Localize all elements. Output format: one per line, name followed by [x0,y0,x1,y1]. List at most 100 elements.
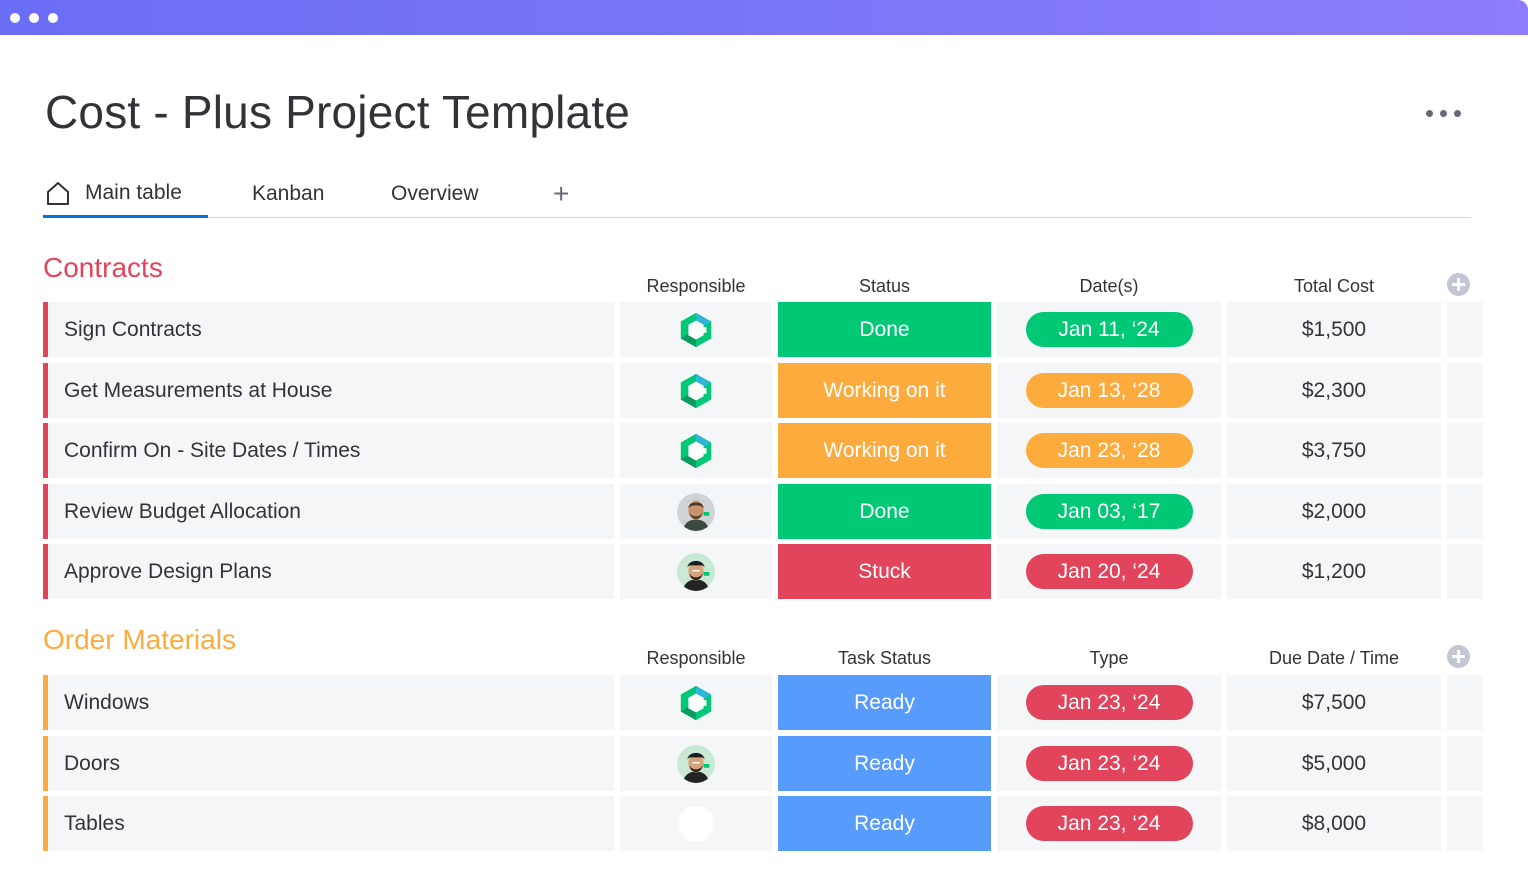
avatar [677,492,715,531]
item-name-cell[interactable]: Get Measurements at House [43,363,614,418]
column-header-type[interactable]: Type [1089,648,1129,668]
empty-avatar-icon [677,805,715,843]
person-cell[interactable] [620,796,772,851]
date-pill[interactable]: Jan 23, ‘24 [1025,806,1193,841]
date-pill[interactable]: Jan 23, ‘24 [1025,685,1193,720]
status-cell[interactable]: Done [778,484,991,539]
tab-kanban[interactable]: Kanban [252,170,324,217]
group-title-contracts[interactable]: Contracts [43,252,163,283]
cost-cell[interactable]: $3,750 [1227,423,1441,478]
status-cell[interactable]: Ready [778,675,991,730]
cost-cell[interactable]: $2,000 [1227,484,1441,539]
date-pill[interactable]: Jan 11, ‘24 [1025,312,1193,347]
status-cell[interactable]: Ready [778,736,991,791]
cost-cell[interactable]: $1,200 [1227,544,1441,599]
tab-label: Overview [391,181,479,205]
date-cell: Jan 23, ‘24 [997,675,1221,730]
status-cell[interactable]: Working on it [778,363,991,418]
group-color-bar [43,484,48,539]
person-cell[interactable] [620,363,772,418]
group-color-bar [43,423,48,478]
item-name: Doors [64,751,121,775]
group-title-order-materials[interactable]: Order Materials [43,624,236,655]
window-dot-icon [48,13,58,23]
column-header-total-cost[interactable]: Total Cost [1293,276,1375,296]
group-color-bar [43,363,48,418]
date-cell: Jan 20, ‘24 [997,544,1221,599]
home-icon [47,181,69,205]
cost-cell[interactable]: $2,300 [1227,363,1441,418]
add-view-button[interactable]: + [553,178,570,209]
column-header-dates[interactable]: Date(s) [1079,276,1139,296]
item-name: Approve Design Plans [64,559,272,583]
person-cell[interactable] [620,423,772,478]
item-name: Sign Contracts [64,317,202,341]
group-color-bar [43,675,48,730]
cost-cell[interactable]: $7,500 [1227,675,1441,730]
group-color-bar [43,796,48,851]
empty-cell [1447,302,1483,357]
item-name-cell[interactable]: Doors [43,736,614,791]
column-header-due-date-time[interactable]: Due Date / Time [1268,648,1400,668]
window-dot-icon [10,13,20,23]
column-header-task-status[interactable]: Task Status [837,648,932,668]
more-dot-icon [1453,109,1461,117]
avatar [677,372,715,410]
cost-cell[interactable]: $8,000 [1227,796,1441,851]
empty-cell [1447,796,1483,851]
date-pill[interactable]: Jan 13, ‘28 [1025,373,1193,408]
item-name: Confirm On - Site Dates / Times [64,438,361,462]
more-dot-icon [1439,109,1447,117]
table-row[interactable]: Get Measurements at House Working on it Ja… [43,363,1483,418]
table-row[interactable]: Sign Contracts Done Jan 11, ‘24 $1,500 [43,302,1483,357]
status-cell[interactable]: Done [778,302,991,357]
window-title-bar [0,0,1528,35]
item-name-cell[interactable]: Tables [43,796,614,851]
table-row[interactable]: Review Budget Allocation Done Jan 03, ‘17 $… [43,484,1483,539]
add-column-icon[interactable] [1447,273,1470,296]
column-header-status[interactable]: Status [858,276,911,296]
tab-overview[interactable]: Overview [391,170,479,217]
view-tabs: Main table Kanban Overview + [43,170,1471,218]
add-column-icon[interactable] [1447,645,1470,668]
date-cell: Jan 23, ‘24 [997,736,1221,791]
avatar [677,552,715,591]
group-color-bar [43,544,48,599]
person-cell[interactable] [620,484,772,539]
date-pill[interactable]: Jan 23, ‘28 [1025,433,1193,468]
empty-cell [1447,484,1483,539]
item-name-cell[interactable]: Sign Contracts [43,302,614,357]
status-cell[interactable]: Stuck [778,544,991,599]
item-name-cell[interactable]: Approve Design Plans [43,544,614,599]
table-row[interactable]: Tables Ready Jan 23, ‘24 $8,000 [43,796,1483,851]
column-header-responsible[interactable]: Responsible [646,276,746,296]
item-name-cell[interactable]: Windows [43,675,614,730]
table-row[interactable]: Approve Design Plans Stuck Jan 20, ‘24 $1,2… [43,544,1483,599]
table-row[interactable]: Confirm On - Site Dates / Times Working o… [43,423,1483,478]
item-name: Windows [64,690,150,714]
tab-main-table[interactable]: Main table [43,170,208,218]
status-cell[interactable]: Working on it [778,423,991,478]
person-cell[interactable] [620,736,772,791]
more-dot-icon [1425,109,1433,117]
date-pill[interactable]: Jan 03, ‘17 [1025,494,1193,529]
cost-cell[interactable]: $5,000 [1227,736,1441,791]
status-cell[interactable]: Ready [778,796,991,851]
group-color-bar [43,736,48,791]
group-color-bar [43,302,48,357]
item-name-cell[interactable]: Confirm On - Site Dates / Times [43,423,614,478]
avatar [677,684,715,722]
person-cell[interactable] [620,544,772,599]
date-cell: Jan 13, ‘28 [997,363,1221,418]
table-row[interactable]: Doors Ready Jan 23, ‘24 $5,000 [43,736,1483,791]
person-cell[interactable] [620,675,772,730]
cost-cell[interactable]: $1,500 [1227,302,1441,357]
column-header-responsible[interactable]: Responsible [646,648,746,668]
date-pill[interactable]: Jan 23, ‘24 [1025,746,1193,781]
date-pill[interactable]: Jan 20, ‘24 [1025,554,1193,589]
more-options-button[interactable] [1416,100,1470,126]
person-cell[interactable] [620,302,772,357]
item-name-cell[interactable]: Review Budget Allocation [43,484,614,539]
avatar [677,432,715,470]
table-row[interactable]: Windows Ready Jan 23, ‘24 $7,500 [43,675,1483,730]
